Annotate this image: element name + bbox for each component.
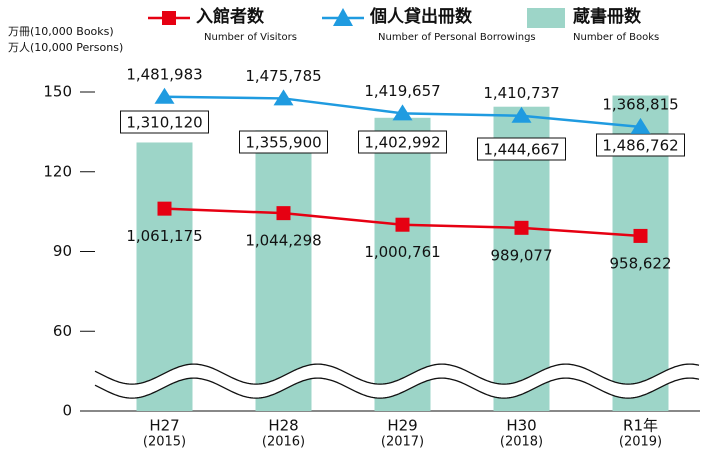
axis-break-line: [94, 363, 700, 385]
legend-sublabel: Number of Personal Borrowings: [378, 32, 536, 43]
legend-label: 入館者数: [196, 6, 265, 27]
value-label: 1,402,992: [364, 134, 440, 152]
marker: [514, 220, 529, 235]
y-tick-label: 60: [53, 322, 72, 340]
marker: [511, 106, 532, 123]
value-label-box: [358, 130, 447, 154]
x-tick-label: H30: [506, 417, 536, 435]
marker: [276, 206, 291, 221]
x-tick-year: (2018): [500, 435, 543, 450]
axis-break-line: [94, 377, 700, 399]
legend-sublabel: Number of Books: [573, 32, 659, 43]
x-tick-year: (2015): [143, 435, 186, 450]
marker: [395, 217, 410, 232]
y-tick-label: 150: [43, 83, 72, 101]
value-label-box: [239, 130, 328, 154]
marker: [157, 201, 172, 216]
legend-swatch: [527, 8, 565, 28]
x-tick-label: H29: [387, 417, 417, 435]
value-label: 1,419,657: [364, 82, 440, 100]
value-label-box: [596, 133, 685, 157]
x-tick-label: R1年: [623, 417, 658, 435]
value-label: 1,368,815: [602, 95, 678, 113]
value-label: 1,475,785: [245, 67, 321, 85]
x-tick-label: H27: [149, 417, 179, 435]
legend-label: 蔵書冊数: [573, 6, 642, 27]
legend-sublabel: Number of Visitors: [204, 32, 297, 43]
y-tick-label: 120: [43, 162, 72, 180]
legend-label: 個人貸出冊数: [369, 6, 473, 27]
value-label: 1,355,900: [245, 134, 321, 152]
y-axis-label: 万冊(10,000 Books): [8, 25, 114, 38]
value-label: 1,000,761: [364, 243, 440, 261]
value-label: 1,481,983: [126, 65, 202, 83]
value-label: 1,061,175: [126, 227, 202, 245]
value-label: 1,310,120: [126, 114, 202, 132]
marker: [630, 117, 651, 134]
y-axis-label: 万人(10,000 Persons): [8, 41, 123, 54]
marker: [154, 87, 175, 104]
value-label: 989,077: [490, 246, 552, 264]
marker: [633, 228, 648, 243]
value-label-box: [120, 110, 209, 134]
x-tick-year: (2017): [381, 435, 424, 450]
marker: [273, 89, 294, 106]
y-tick-label: 90: [53, 242, 72, 260]
value-label-box: [477, 137, 566, 161]
marker: [392, 104, 413, 121]
x-tick-year: (2019): [619, 435, 662, 450]
value-label: 1,410,737: [483, 84, 559, 102]
bar: [255, 130, 312, 411]
bar: [374, 117, 431, 411]
x-tick-year: (2016): [262, 435, 305, 450]
x-tick-label: H28: [268, 417, 298, 435]
legend-marker: [333, 8, 353, 26]
value-label: 958,622: [609, 254, 671, 272]
value-label: 1,444,667: [483, 141, 559, 159]
value-label: 1,044,298: [245, 232, 321, 250]
value-label: 1,486,762: [602, 137, 678, 155]
legend-marker: [162, 11, 176, 25]
y-tick-label: 0: [62, 402, 72, 420]
